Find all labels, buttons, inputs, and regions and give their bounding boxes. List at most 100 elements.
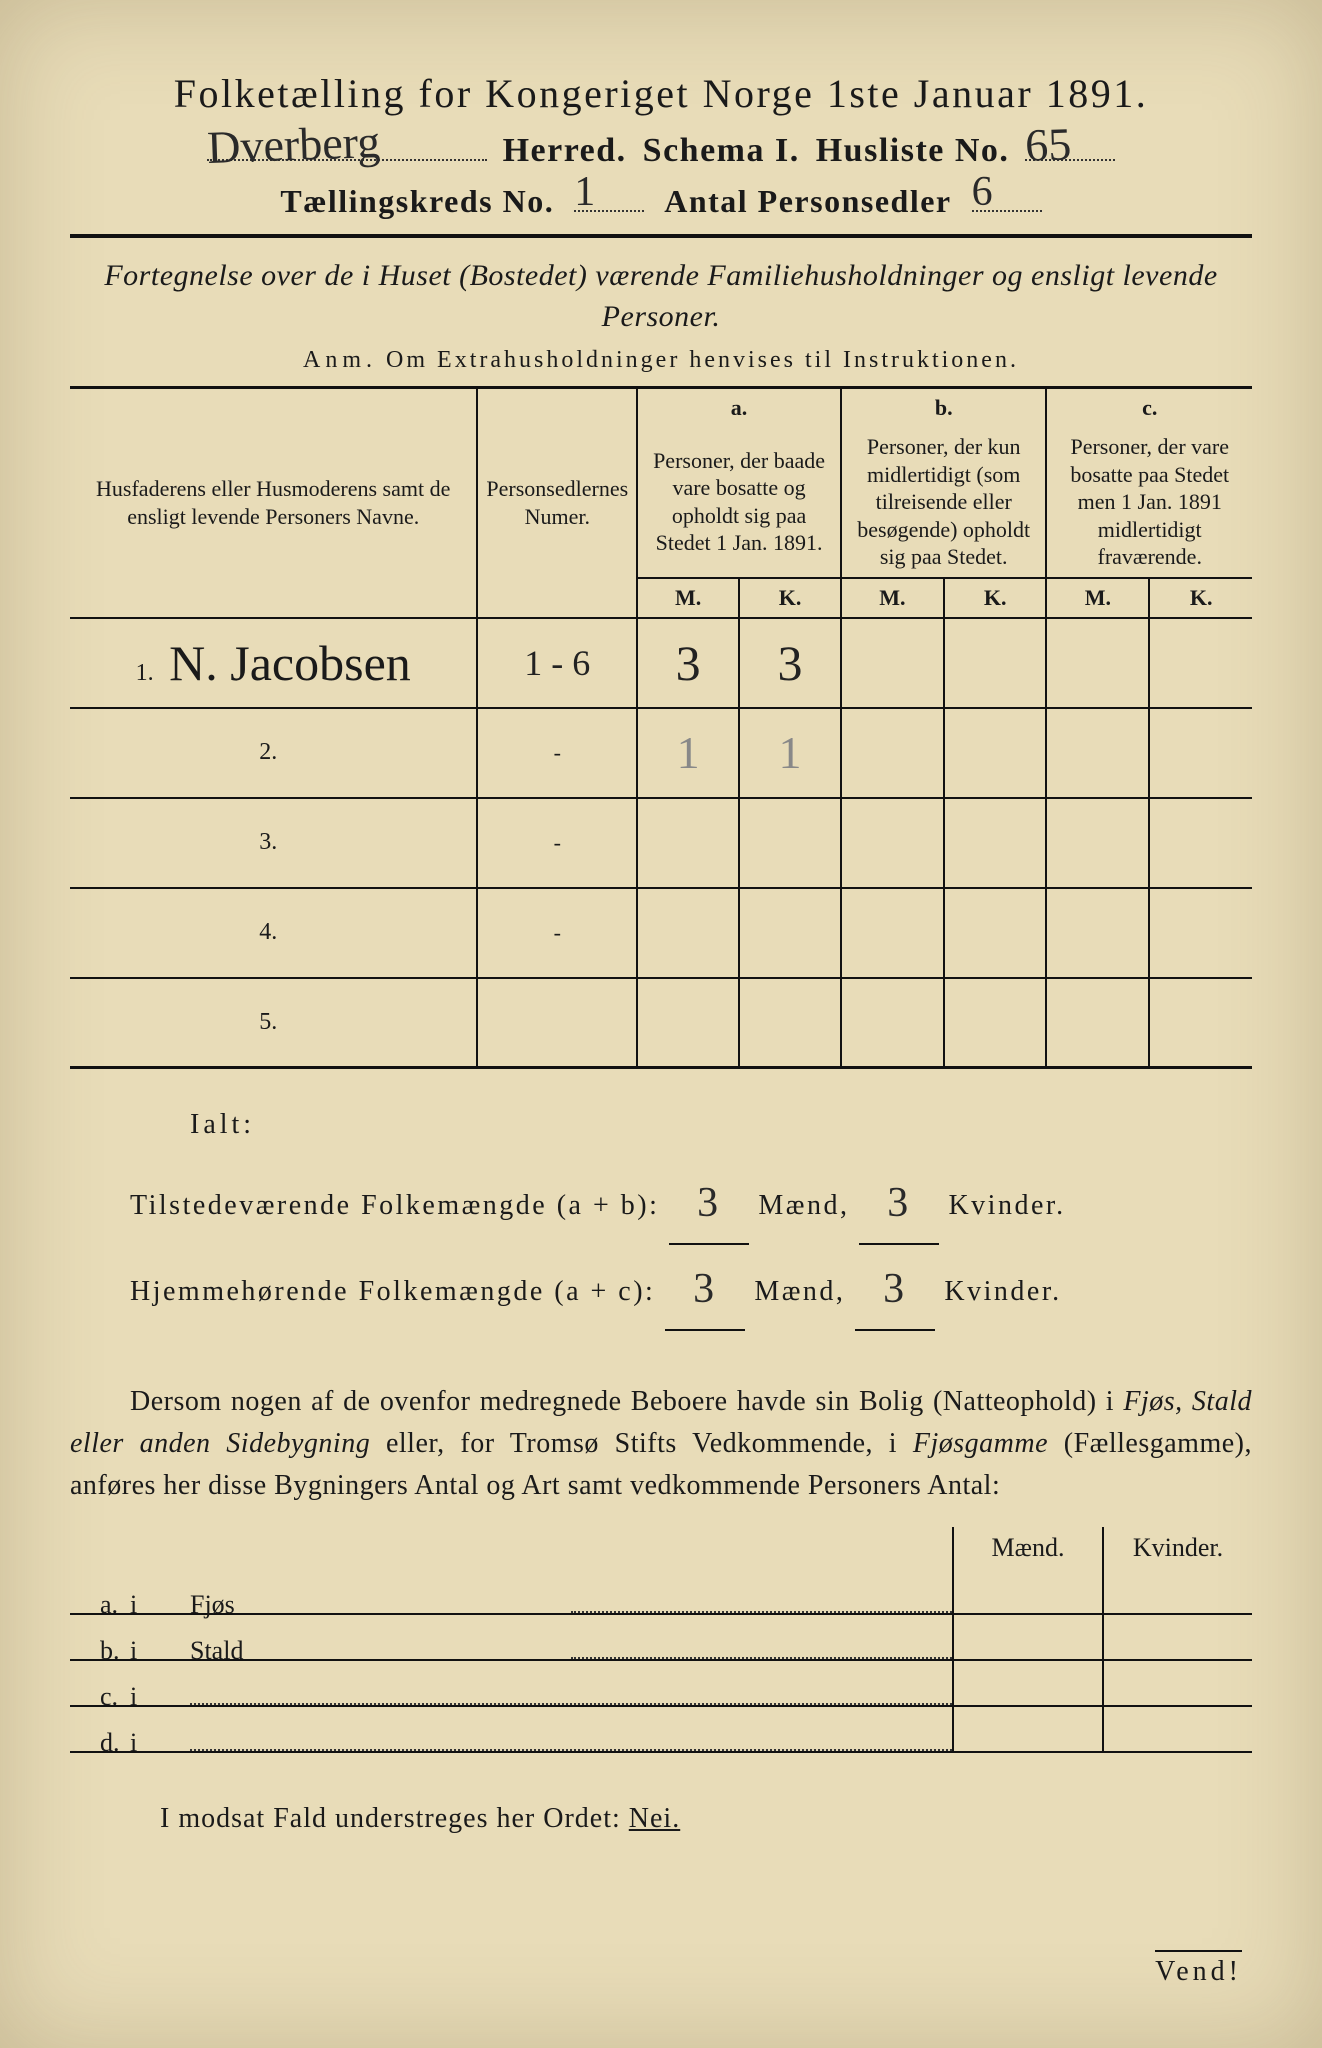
row-c-m: [1046, 978, 1149, 1068]
row-c-m: [1046, 888, 1149, 978]
col-a-label: a.: [637, 388, 841, 428]
table-row: 4. -: [70, 888, 1252, 978]
row-number: 3.: [259, 829, 287, 855]
sb-maend: Mænd.: [952, 1527, 1102, 1569]
sidebuild-row: c. i: [70, 1661, 1252, 1707]
col-b-text: Personer, der kun midlertidigt (som tilr…: [841, 427, 1047, 578]
header-line-2: Dverberg Herred. Schema I. Husliste No. …: [70, 127, 1252, 170]
sb-i: i: [130, 1728, 190, 1758]
row-number: 1.: [136, 660, 164, 686]
row-a-k: [739, 888, 841, 978]
modsat-line: I modsat Fald understreges her Ordet: Ne…: [160, 1803, 1252, 1835]
row-name-cell: 5.: [70, 978, 477, 1068]
col-a-m: M.: [637, 578, 739, 618]
col-a-text: Personer, der baade vare bosatte og opho…: [637, 427, 841, 578]
modsat-text: I modsat Fald understreges her Ordet:: [160, 1803, 629, 1834]
col-b-m: M.: [841, 578, 944, 618]
table-row: 1. N. Jacobsen 1 - 6 3 3: [70, 618, 1252, 708]
row-c-k: [1149, 708, 1252, 798]
tilstede-line: Tilstedeværende Folkemængde (a + b): 3 M…: [130, 1159, 1252, 1245]
anm-label: Anm.: [303, 347, 377, 373]
col-header-name: Husfaderens eller Husmoderens samt de en…: [70, 388, 477, 618]
maend-label-2: Mænd,: [754, 1276, 845, 1307]
schema-label: Schema I.: [643, 132, 800, 170]
col-b-label: b.: [841, 388, 1047, 428]
hjemme-m-field: 3: [665, 1245, 745, 1331]
val-faint: 1: [779, 727, 802, 778]
sb-m: [952, 1707, 1102, 1751]
row-a-m: [637, 888, 739, 978]
sidebuild-table: Mænd. Kvinder. a. i Fjøs b. i Stald c.: [70, 1527, 1252, 1753]
sb-k: [1102, 1661, 1252, 1705]
sb-name: Fjøs: [190, 1590, 571, 1620]
col-c-k: K.: [1149, 578, 1252, 618]
kreds-field: 1: [574, 180, 644, 212]
sidebuild-row: a. i Fjøs: [70, 1569, 1252, 1615]
row-number: 5.: [259, 1009, 287, 1035]
table-header-row-1: Husfaderens eller Husmoderens samt de en…: [70, 388, 1252, 428]
row-number: 4.: [259, 919, 287, 945]
tilstede-m-field: 3: [669, 1159, 749, 1245]
row-a-m: [637, 978, 739, 1068]
sb-dots: [571, 1591, 952, 1613]
row-b-k: [944, 888, 1047, 978]
tilstede-k-field: 3: [859, 1159, 939, 1245]
sb-i: i: [130, 1636, 190, 1666]
hjemme-label: Hjemmehørende Folkemængde (a + c):: [130, 1276, 655, 1307]
val-faint: 1: [677, 727, 700, 778]
sb-m: [952, 1615, 1102, 1659]
row-b-k: [944, 618, 1047, 708]
subtitle: Fortegnelse over de i Huset (Bostedet) v…: [70, 256, 1252, 337]
antal-field: 6: [972, 180, 1042, 212]
row-a-m: [637, 798, 739, 888]
row-b-k: [944, 978, 1047, 1068]
hjemme-line: Hjemmehørende Folkemængde (a + c): 3 Mæn…: [130, 1245, 1252, 1331]
para-t2: eller, for Tromsø Stifts Vedkommende, i: [370, 1428, 913, 1459]
sb-dots: [571, 1637, 952, 1659]
table-row: 2. - 1 1: [70, 708, 1252, 798]
row-c-m: [1046, 708, 1149, 798]
sb-m: [952, 1661, 1102, 1705]
hjemme-m-hand: 3: [693, 1247, 717, 1331]
sb-kvinder: Kvinder.: [1102, 1527, 1252, 1569]
sb-k: [1102, 1569, 1252, 1613]
row-b-k: [944, 708, 1047, 798]
row-name-cell: 2.: [70, 708, 477, 798]
row-c-k: [1149, 888, 1252, 978]
modsat-nei: Nei.: [629, 1803, 680, 1834]
row-num-cell: -: [477, 798, 637, 888]
row-c-k: [1149, 978, 1252, 1068]
antal-label: Antal Personsedler: [664, 183, 951, 220]
row-a-k: [739, 798, 841, 888]
sb-dots: [190, 1683, 952, 1705]
sb-l: c.: [70, 1682, 130, 1712]
herred-handwritten: Dverberg: [206, 115, 381, 174]
kvinder-label-2: Kvinder.: [944, 1276, 1061, 1307]
kreds-label: Tællingskreds No.: [280, 183, 554, 220]
sidebuild-row: b. i Stald: [70, 1615, 1252, 1661]
sb-l: a.: [70, 1590, 130, 1620]
row-name-cell: 4.: [70, 888, 477, 978]
row-c-k: [1149, 618, 1252, 708]
row-num-cell: [477, 978, 637, 1068]
val: 3: [676, 635, 701, 691]
row-b-m: [841, 888, 944, 978]
herred-field: Dverberg: [207, 127, 487, 161]
tilstede-label: Tilstedeværende Folkemængde (a + b):: [130, 1190, 659, 1221]
row-b-m: [841, 708, 944, 798]
table-row: 3. -: [70, 798, 1252, 888]
row-name-cell: 1. N. Jacobsen: [70, 618, 477, 708]
row-c-m: [1046, 798, 1149, 888]
row-a-k: 1: [739, 708, 841, 798]
row-b-m: [841, 798, 944, 888]
row-name-cell: 3.: [70, 798, 477, 888]
col-c-label: c.: [1046, 388, 1252, 428]
row-number: 2.: [259, 739, 287, 765]
divider-1: [70, 234, 1252, 238]
para-i2: Fjøsgamme: [913, 1428, 1048, 1459]
row-name-handwritten: N. Jacobsen: [169, 635, 411, 691]
husliste-handwritten: 65: [1025, 117, 1073, 172]
sidebuild-row: d. i: [70, 1707, 1252, 1753]
row-b-m: [841, 978, 944, 1068]
kvinder-label: Kvinder.: [948, 1190, 1065, 1221]
